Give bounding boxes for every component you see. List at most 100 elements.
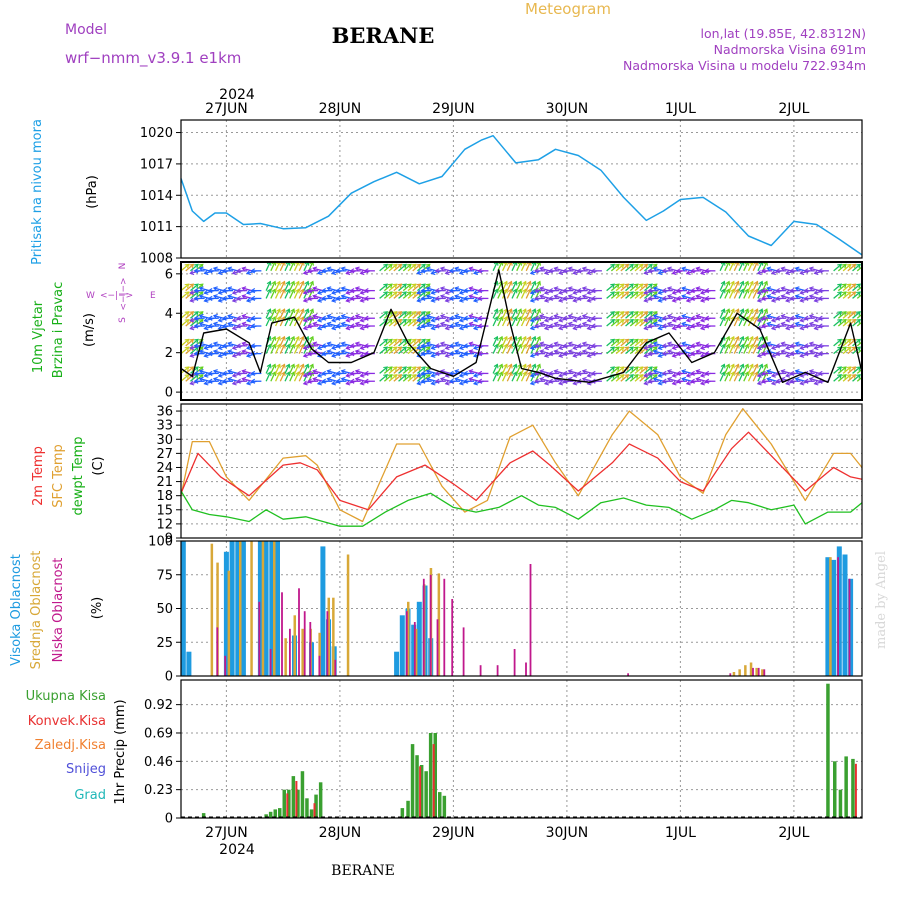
- wind-arrow: [511, 308, 517, 319]
- wind-arrow-head: [387, 366, 393, 371]
- wind-arrow-head: [841, 374, 847, 379]
- wind-arrow: [681, 287, 692, 292]
- cloud-bar: [250, 541, 253, 676]
- wind-arrow: [388, 338, 398, 347]
- wind-arrow: [629, 263, 639, 272]
- wind-arrow-head: [652, 321, 658, 327]
- wind-arrow-head: [458, 352, 464, 358]
- wind-arrow-head: [416, 338, 422, 344]
- wind-arrow: [501, 262, 508, 272]
- wind-arrow: [440, 370, 451, 375]
- top-day-label: 1JUL: [665, 101, 696, 117]
- wind-arrow: [284, 281, 290, 291]
- wind-arrow-head: [280, 335, 286, 341]
- wind-arrow-head: [648, 338, 653, 344]
- wind-arrow-head: [643, 289, 649, 295]
- wind-arrow-head: [198, 321, 204, 327]
- wind-arrow-head: [421, 263, 426, 269]
- wind-arrow-head: [526, 280, 532, 286]
- wind-arrow: [313, 370, 324, 375]
- wind-arrow-head: [548, 288, 553, 294]
- wind-arrow-head: [700, 372, 705, 378]
- wind-arrow-head: [503, 280, 508, 286]
- wind-arrow: [644, 311, 653, 319]
- wind-arrow-head: [739, 343, 745, 349]
- wind-arrow-head: [468, 349, 474, 355]
- cloud-bar: [303, 611, 306, 676]
- wind-arrow: [308, 364, 314, 374]
- wind-arrow-head: [753, 280, 759, 286]
- wind-arrow-head: [221, 315, 227, 321]
- wind-arrow-head: [666, 321, 672, 327]
- wind-arrow: [469, 295, 480, 300]
- wind-arrow-head: [629, 311, 634, 316]
- wind-arrow: [747, 336, 754, 347]
- wind-arrow-head: [813, 325, 819, 331]
- wind-arrow: [398, 346, 407, 355]
- wind-arrow-head: [383, 311, 389, 316]
- wind-arrow: [412, 338, 421, 347]
- wind-arrow: [634, 263, 644, 272]
- wind-arrow-head: [454, 376, 460, 382]
- wind-arrow: [293, 371, 300, 382]
- wind-arrow: [696, 378, 707, 382]
- wind-arrow: [388, 374, 398, 382]
- wind-arrow-head: [420, 268, 426, 274]
- wind-arrow-head: [425, 376, 431, 382]
- wind-arrow-head: [652, 369, 658, 375]
- wind-arrow: [667, 295, 678, 300]
- wind-arrow: [242, 370, 253, 375]
- wind-arrow: [696, 315, 707, 319]
- wind-arrow: [199, 295, 210, 300]
- wind-arrow-head: [241, 286, 247, 292]
- wind-arrow: [795, 322, 806, 327]
- wind-arrow: [615, 319, 625, 327]
- wind-arrow-head: [581, 294, 587, 300]
- wind-arrow-head: [856, 283, 861, 289]
- wind-arrow: [667, 370, 678, 375]
- cloud-bar: [210, 543, 214, 676]
- wind-arrow-head: [666, 341, 672, 347]
- wind-arrow-head: [326, 313, 332, 319]
- wind-arrow-head: [647, 370, 653, 377]
- wind-arrow: [525, 364, 532, 374]
- wind-arrow-head: [345, 317, 351, 323]
- wind-arrow: [407, 263, 417, 272]
- wind-arrow: [520, 371, 527, 382]
- wind-arrow: [530, 262, 536, 272]
- wind-arrow: [516, 289, 522, 299]
- wind-arrow-head: [416, 325, 422, 331]
- wind-arrow: [629, 366, 639, 374]
- wind-arrow: [540, 287, 551, 292]
- pressure-unit: (hPa): [85, 175, 100, 209]
- wind-arrow-head: [285, 343, 291, 349]
- wind-arrow-head: [614, 318, 620, 324]
- wind-arrow: [265, 281, 271, 291]
- wind-arrow-head: [425, 286, 431, 292]
- wind-arrow-head: [657, 317, 663, 323]
- wind-arrow-head: [416, 372, 422, 378]
- wind-arrow-head: [473, 345, 478, 351]
- wind-arrow-head: [468, 294, 474, 300]
- wind-arrow: [554, 287, 565, 292]
- wind-arrow-head: [493, 335, 499, 341]
- wind-arrow: [681, 378, 692, 382]
- wind-arrow: [279, 371, 286, 382]
- wind-arrow-head: [463, 295, 468, 302]
- precip-bar: [300, 771, 305, 818]
- wind-arrow: [190, 374, 199, 382]
- precip-bar: [415, 755, 419, 818]
- wind-arrow: [242, 322, 253, 327]
- wind-arrow-head: [299, 288, 305, 294]
- wind-arrow-head: [307, 370, 312, 377]
- wind-arrow-head: [522, 280, 527, 286]
- wind-arrow: [492, 344, 498, 354]
- wind-arrow-head: [749, 371, 754, 377]
- wind-arrow-head: [309, 335, 314, 341]
- wind-arrow-head: [730, 262, 735, 266]
- wind-arrow: [724, 336, 730, 347]
- wind-arrow: [199, 322, 210, 327]
- wind-arrow: [809, 342, 820, 347]
- wind-arrow: [852, 283, 861, 292]
- wind-arrow-head: [312, 313, 318, 319]
